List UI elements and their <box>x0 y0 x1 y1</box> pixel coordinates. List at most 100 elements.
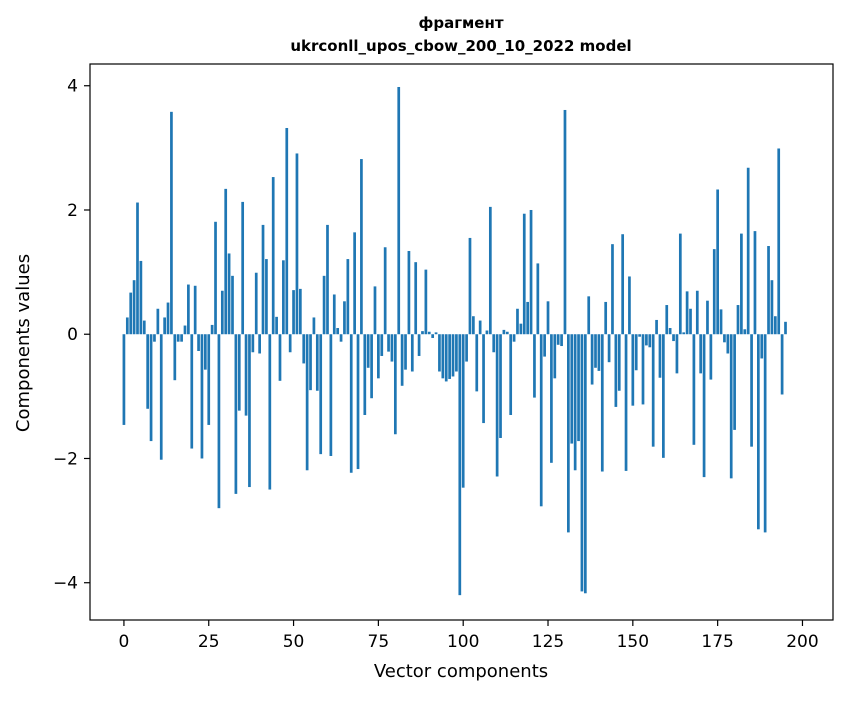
bar <box>651 334 655 447</box>
bar <box>516 308 519 335</box>
bar <box>248 334 251 488</box>
bar <box>448 334 451 379</box>
bar <box>665 305 669 335</box>
y-tick-label: 0 <box>67 325 78 345</box>
bar <box>675 334 679 374</box>
bar <box>339 334 343 342</box>
bar <box>760 334 764 359</box>
bar <box>312 317 316 335</box>
bar <box>424 269 428 335</box>
bar <box>217 334 221 509</box>
bar <box>611 244 614 335</box>
bar <box>360 159 363 335</box>
bar <box>417 334 421 356</box>
bar <box>475 334 479 392</box>
bar <box>522 213 526 335</box>
bar <box>509 334 513 415</box>
bar <box>326 224 329 335</box>
bar <box>251 334 255 353</box>
bar <box>607 334 611 363</box>
bar <box>427 331 431 335</box>
y-tick-label: −2 <box>53 449 78 469</box>
bar <box>478 320 482 335</box>
bar <box>390 334 394 362</box>
bar <box>767 246 770 335</box>
bar <box>434 332 438 335</box>
bar <box>193 285 197 335</box>
bar <box>380 334 384 356</box>
bar <box>590 334 594 385</box>
bar <box>546 301 550 335</box>
bar <box>746 167 750 335</box>
bar <box>712 249 716 335</box>
bar <box>210 324 214 335</box>
bar <box>400 334 404 386</box>
bar <box>502 329 506 335</box>
bar <box>682 332 686 335</box>
bar <box>366 334 370 368</box>
bar <box>285 127 289 335</box>
bar <box>753 231 757 335</box>
bar <box>315 334 319 391</box>
bar <box>353 232 356 335</box>
bar <box>716 189 719 335</box>
bar <box>658 334 662 378</box>
bar <box>373 286 377 335</box>
bar <box>706 300 709 335</box>
bar <box>723 334 726 343</box>
bar <box>224 188 228 335</box>
bar <box>556 334 560 345</box>
bar <box>455 334 458 372</box>
bar <box>407 250 411 335</box>
bar <box>505 331 509 335</box>
bar <box>203 334 207 370</box>
x-tick-label: 125 <box>532 632 564 652</box>
bar <box>597 334 601 371</box>
bar <box>465 334 468 362</box>
bar <box>529 209 533 335</box>
bar <box>495 334 499 477</box>
y-tick-label: 2 <box>67 201 78 221</box>
bar <box>482 334 485 424</box>
bar <box>349 334 353 473</box>
bar <box>550 334 553 463</box>
bar <box>410 334 414 372</box>
bar <box>743 329 747 335</box>
chart-title-line1: фрагмент <box>418 14 503 32</box>
bar <box>159 334 163 460</box>
bar <box>170 111 173 335</box>
bar <box>485 330 489 335</box>
bar <box>719 309 723 335</box>
bar <box>689 308 692 335</box>
bar <box>536 263 540 335</box>
x-tick-label: 100 <box>447 632 479 652</box>
bar <box>254 272 258 335</box>
bar <box>750 334 753 447</box>
y-tick-label: −4 <box>53 574 78 594</box>
x-tick-label: 0 <box>119 632 130 652</box>
bar <box>234 334 238 494</box>
bar <box>268 334 272 490</box>
bar <box>662 334 665 458</box>
bar <box>383 247 387 335</box>
bar <box>370 334 373 399</box>
bar <box>488 206 492 335</box>
bar <box>648 334 652 348</box>
bar <box>533 334 536 398</box>
bar <box>176 334 180 342</box>
bar <box>685 291 689 335</box>
bar <box>187 284 190 335</box>
bar <box>617 334 621 391</box>
bar <box>265 259 268 335</box>
bar <box>295 153 299 335</box>
bar <box>329 334 333 456</box>
bar <box>692 334 696 445</box>
bar <box>139 260 143 335</box>
bar <box>438 334 441 372</box>
bar <box>183 325 187 335</box>
bar <box>624 334 628 471</box>
x-tick-label: 200 <box>786 632 818 652</box>
bar <box>695 290 699 335</box>
bar <box>777 148 781 335</box>
bar <box>404 334 407 370</box>
